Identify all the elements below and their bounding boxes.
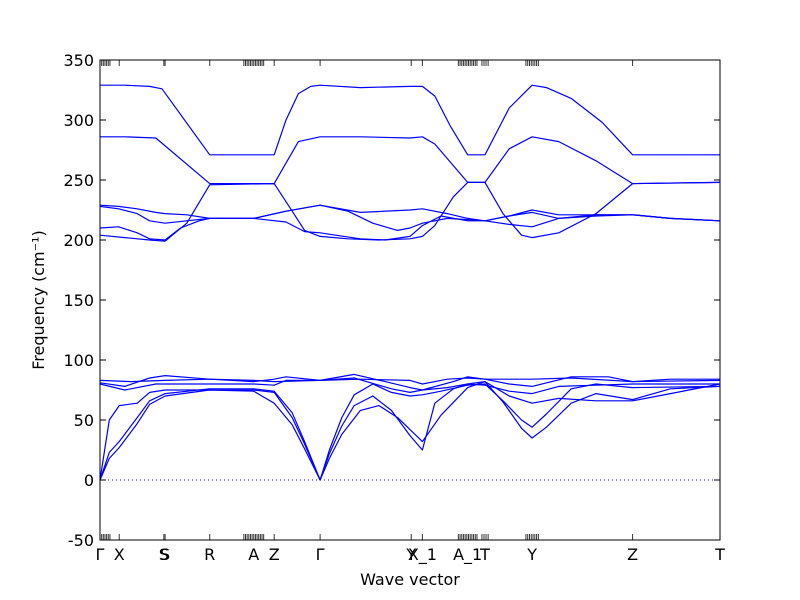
y-tick-label: 350 (63, 51, 94, 70)
phonon-branch-1 (100, 84, 720, 156)
x-path-label: Γ (316, 545, 325, 564)
x-path-label: S (159, 545, 169, 564)
x-path-label: X_1 (408, 545, 437, 565)
y-tick-label: 250 (63, 171, 94, 190)
plot-area (99, 84, 721, 481)
phonon-branch-2 (100, 136, 721, 185)
x-path-label: Γ (96, 545, 105, 564)
x-path-label: X (114, 545, 125, 564)
x-path-label: A (248, 545, 259, 564)
y-tick-label: 300 (63, 111, 94, 130)
y-tick-label: 150 (63, 291, 94, 310)
y-tick-label: -50 (68, 531, 94, 550)
phonon-branch-3 (99, 204, 721, 222)
x-path-label: Y (526, 545, 537, 564)
phonon-branch-8 (99, 373, 721, 391)
y-axis: -50 0 50 100 150 200 250 300 350 (63, 51, 720, 550)
phonon-branch-6 (99, 181, 721, 242)
x-path-label: Z (269, 545, 280, 564)
phonon-branch-10 (99, 383, 721, 481)
plot-frame (99, 59, 721, 541)
y-tick-label: 0 (84, 471, 94, 490)
x-path-label: T (714, 545, 725, 564)
phonon-branch-11 (99, 381, 721, 481)
x-path-label: T (479, 545, 490, 564)
x-path-label: R (204, 545, 215, 564)
phonon-branch-9 (99, 377, 720, 395)
x-path-label: S (160, 545, 170, 564)
x-path-label: A_1 (453, 545, 482, 565)
phonon-branch-12 (99, 381, 721, 481)
phonon-branch-7 (99, 377, 720, 385)
x-path-label: Z (627, 545, 638, 564)
y-tick-label: 50 (74, 411, 94, 430)
y-tick-label: 100 (63, 351, 94, 370)
y-tick-label: 200 (63, 231, 94, 250)
x-path-label: Y (405, 545, 416, 564)
y-axis-title: Frequency (cm⁻¹) (29, 230, 48, 369)
x-axis-path-labels: Γ X SS R A Z Γ YX_1 A_1T Y Z T (96, 545, 726, 565)
x-axis-title: Wave vector (360, 570, 460, 589)
